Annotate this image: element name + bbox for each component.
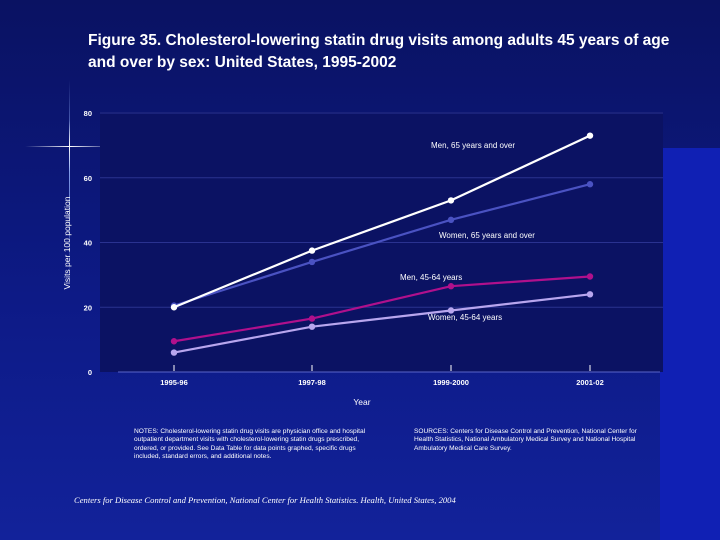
y-tick-label: 40 <box>84 239 92 248</box>
y-tick-label: 20 <box>84 303 92 312</box>
series-label: Women, 45-64 years <box>428 313 502 322</box>
data-point <box>170 338 178 345</box>
sources-text: SOURCES: Centers for Disease Control and… <box>414 428 637 452</box>
data-point <box>308 258 316 266</box>
series-line-women-45-64-years <box>173 293 591 354</box>
series-line-men-45-64-years <box>173 275 591 343</box>
series-line-men-65-years-and-over <box>173 134 591 309</box>
data-point <box>170 304 178 311</box>
series-label: Men, 45-64 years <box>400 273 462 282</box>
data-point <box>447 307 455 314</box>
notes-text: NOTES: Cholesterol-lowering statin drug … <box>134 428 366 461</box>
x-tick-label: 2001-02 <box>576 378 604 387</box>
data-point <box>586 181 594 188</box>
series-label: Men, 65 years and over <box>431 141 515 150</box>
data-point <box>308 315 316 322</box>
x-tick-label: 1997-98 <box>298 378 326 387</box>
decorative-line <box>69 80 70 290</box>
data-point <box>586 132 594 139</box>
x-tick-label: 1995-96 <box>160 378 188 387</box>
data-point <box>447 283 455 290</box>
data-point <box>586 273 594 280</box>
series-line-women-65-years-and-over <box>173 183 591 307</box>
data-point <box>308 323 316 330</box>
y-axis-label: Visits per 100 population <box>62 196 72 289</box>
data-point <box>308 247 316 254</box>
background-band <box>660 148 720 540</box>
series-label: Women, 65 years and over <box>439 231 535 240</box>
data-point <box>170 349 178 356</box>
data-point <box>586 291 594 298</box>
y-tick-label: 60 <box>84 174 92 183</box>
sparkle-decoration-vertical <box>69 120 70 172</box>
data-point <box>447 197 455 204</box>
chart-title: Figure 35. Cholesterol-lowering statin d… <box>88 32 670 71</box>
y-tick-label: 0 <box>88 368 92 377</box>
footer-citation: Centers for Disease Control and Preventi… <box>74 495 456 505</box>
x-tick-label: 1999-2000 <box>433 378 469 387</box>
data-point <box>447 216 455 224</box>
y-tick-label: 80 <box>84 109 92 118</box>
x-axis-label: Year <box>353 397 370 407</box>
sparkle-decoration-horizontal <box>25 146 115 147</box>
